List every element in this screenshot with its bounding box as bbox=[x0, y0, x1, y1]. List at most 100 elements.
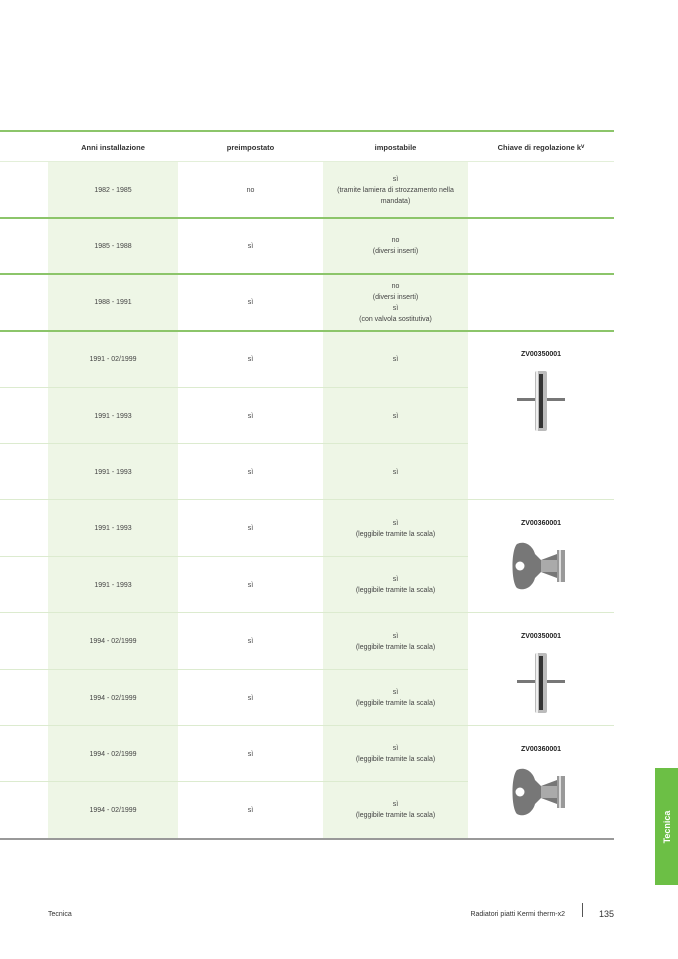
row-divider bbox=[0, 669, 468, 670]
t-key-icon bbox=[517, 653, 565, 718]
key-group: ZV00360001 bbox=[468, 726, 614, 838]
impostabile-line: mandata) bbox=[380, 197, 411, 205]
header-anni: Anni installazione bbox=[81, 142, 145, 152]
impostabile-line: sì bbox=[392, 801, 399, 808]
table-row: 1994 - 02/1999 sì sì (leggibile tramite la … bbox=[0, 613, 614, 670]
cell-impostabile: no (diversi inserti) sì (con valvola sostit… bbox=[323, 274, 468, 331]
cell-preimpostato: sì bbox=[247, 356, 254, 363]
table-row: 1982 - 1985 no sì (tramite lamiera di stroz… bbox=[0, 162, 614, 218]
table-row: 1994 - 02/1999 sì sì (leggibile tramite la … bbox=[0, 726, 614, 782]
cell-anni: 1991 - 1993 bbox=[94, 525, 132, 532]
row-divider bbox=[0, 387, 468, 388]
impostabile-line: sì bbox=[392, 468, 399, 476]
table-bottom-rule bbox=[0, 838, 614, 840]
cell-anni: 1991 - 02/1999 bbox=[89, 356, 137, 363]
cell-preimpostato: sì bbox=[247, 299, 254, 306]
table-row: 1991 - 1993 sì sì (leggibile tramite la sca… bbox=[0, 557, 614, 613]
section-tab-label: Tecnica bbox=[661, 810, 672, 843]
impostabile-line: (diversi inserti) bbox=[372, 248, 419, 255]
impostabile-line: sì bbox=[392, 304, 399, 312]
row-divider bbox=[0, 499, 614, 500]
row-divider bbox=[0, 725, 614, 726]
header-impostabile: impostabile bbox=[374, 142, 417, 152]
section-tab: Tecnica bbox=[655, 768, 678, 885]
cell-preimpostato: no bbox=[246, 186, 255, 194]
header-divider bbox=[0, 161, 614, 162]
cell-impostabile: sì (leggibile tramite la scala) bbox=[323, 500, 468, 557]
header-chiave-label: Chiave di regolazione k bbox=[497, 142, 581, 152]
impostabile-line: (leggibile tramite la scala) bbox=[355, 587, 436, 594]
impostabile-line: no bbox=[391, 237, 400, 244]
cell-impostabile: sì (leggibile tramite la scala) bbox=[323, 613, 468, 670]
key-code: ZV00350001 bbox=[520, 633, 562, 640]
key-group: ZV00350001 bbox=[468, 613, 614, 726]
row-divider-strong bbox=[0, 330, 614, 332]
row-divider bbox=[0, 781, 468, 782]
cell-anni: 1994 - 02/1999 bbox=[89, 638, 137, 645]
cell-preimpostato: sì bbox=[247, 525, 254, 532]
radiator-key-icon bbox=[511, 768, 571, 821]
impostabile-line: sì bbox=[392, 689, 399, 696]
impostabile-line: (leggibile tramite la scala) bbox=[355, 700, 436, 707]
cell-preimpostato: sì bbox=[247, 468, 254, 476]
impostabile-line: (con valvola sostitutiva) bbox=[359, 315, 432, 323]
impostabile-line: (leggibile tramite la scala) bbox=[355, 643, 436, 651]
impostabile-line: (tramite lamiera di strozzamento nella bbox=[337, 186, 454, 194]
impostabile-line: (leggibile tramite la scala) bbox=[355, 812, 436, 819]
impostabile-line: (diversi inserti) bbox=[372, 293, 419, 301]
header-preimpostato: preimpostato bbox=[226, 142, 275, 152]
cell-preimpostato: sì bbox=[247, 242, 254, 250]
footer-section: Tecnica bbox=[48, 911, 72, 918]
cell-impostabile: sì bbox=[323, 444, 468, 500]
impostabile-line: no bbox=[391, 282, 400, 290]
impostabile-line: sì bbox=[392, 745, 399, 752]
table-row: 1994 - 02/1999 sì sì (leggibile tramite la … bbox=[0, 782, 614, 838]
key-code: ZV00360001 bbox=[520, 520, 562, 527]
cell-impostabile: sì (leggibile tramite la scala) bbox=[323, 670, 468, 726]
key-group: ZV00360001 bbox=[468, 500, 614, 613]
table-row: 1991 - 02/1999 sì sì bbox=[0, 331, 614, 388]
cell-preimpostato: sì bbox=[247, 750, 254, 758]
cell-impostabile: sì (leggibile tramite la scala) bbox=[323, 782, 468, 838]
impostabile-line: sì bbox=[392, 175, 399, 183]
cell-preimpostato: sì bbox=[247, 638, 254, 645]
cell-impostabile: sì bbox=[323, 331, 468, 388]
top-rule bbox=[0, 130, 614, 132]
table-row: 1985 - 1988 sì no (diversi inserti) bbox=[0, 218, 614, 274]
cell-impostabile: sì bbox=[323, 388, 468, 444]
row-divider bbox=[0, 556, 468, 557]
row-divider bbox=[0, 612, 614, 613]
impostabile-line: sì bbox=[392, 632, 399, 640]
cell-anni: 1988 - 1991 bbox=[94, 299, 132, 306]
impostabile-line: (leggibile tramite la scala) bbox=[355, 756, 436, 763]
cell-preimpostato: sì bbox=[247, 581, 254, 589]
impostabile-line: sì bbox=[392, 519, 399, 527]
cell-impostabile: sì (leggibile tramite la scala) bbox=[323, 557, 468, 613]
cell-preimpostato: sì bbox=[247, 412, 254, 420]
cell-impostabile: sì (tramite lamiera di strozzamento nella… bbox=[323, 162, 468, 218]
cell-preimpostato: sì bbox=[247, 694, 254, 702]
table-row: 1991 - 1993 sì sì bbox=[0, 388, 614, 444]
table-row: 1994 - 02/1999 sì sì (leggibile tramite la … bbox=[0, 670, 614, 726]
impostabile-line: sì bbox=[392, 576, 399, 583]
cell-anni: 1991 - 1993 bbox=[94, 581, 132, 589]
footer-title: Radiatori piatti Kermi therm-x2 bbox=[470, 911, 565, 918]
table-row: 1991 - 1993 sì sì bbox=[0, 444, 614, 500]
row-divider-strong bbox=[0, 273, 614, 275]
cell-anni: 1994 - 02/1999 bbox=[89, 806, 137, 814]
cell-preimpostato: sì bbox=[247, 806, 254, 814]
key-code: ZV00350001 bbox=[520, 351, 562, 358]
t-key-icon bbox=[517, 371, 565, 436]
table-row: 1991 - 1993 sì sì (leggibile tramite la sca… bbox=[0, 500, 614, 557]
cell-impostabile: no (diversi inserti) bbox=[323, 218, 468, 274]
footer-divider bbox=[582, 903, 583, 917]
cell-anni: 1991 - 1993 bbox=[94, 412, 132, 420]
page-number: 135 bbox=[599, 909, 615, 919]
cell-anni: 1982 - 1985 bbox=[94, 186, 132, 194]
radiator-key-icon bbox=[511, 542, 571, 595]
row-divider bbox=[0, 443, 468, 444]
cell-anni: 1994 - 02/1999 bbox=[89, 694, 137, 702]
cell-anni: 1991 - 1993 bbox=[94, 468, 132, 476]
cell-impostabile: sì (leggibile tramite la scala) bbox=[323, 726, 468, 782]
